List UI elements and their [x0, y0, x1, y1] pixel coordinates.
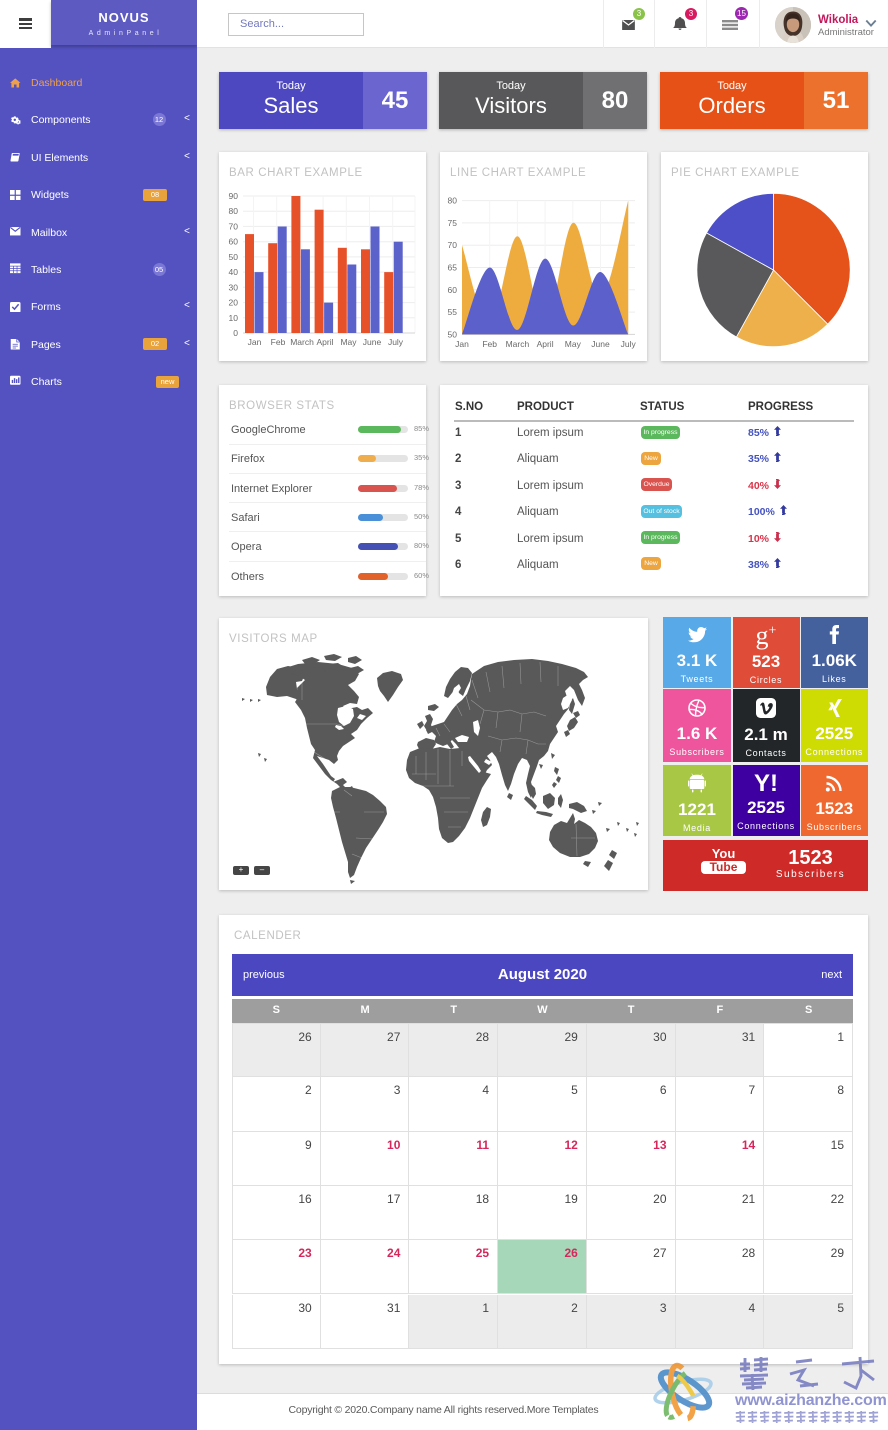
svg-text:65: 65 — [448, 263, 458, 273]
svg-text:50: 50 — [229, 252, 239, 262]
svg-text:June: June — [363, 337, 382, 347]
svg-text:80: 80 — [229, 206, 239, 216]
svg-text:60: 60 — [229, 237, 239, 247]
svg-text:60: 60 — [448, 285, 458, 295]
svg-text:50: 50 — [448, 329, 458, 339]
svg-text:March: March — [506, 339, 530, 349]
svg-text:0: 0 — [233, 328, 238, 338]
svg-text:55: 55 — [448, 307, 458, 317]
svg-text:July: July — [388, 337, 404, 347]
svg-text:May: May — [565, 339, 582, 349]
svg-text:Feb: Feb — [271, 337, 286, 347]
svg-text:April: April — [537, 339, 554, 349]
svg-text:April: April — [316, 337, 333, 347]
svg-text:70: 70 — [448, 240, 458, 250]
svg-text:May: May — [340, 337, 357, 347]
svg-text:75: 75 — [448, 218, 458, 228]
svg-text:80: 80 — [448, 196, 458, 206]
svg-text:Jan: Jan — [455, 339, 469, 349]
svg-text:70: 70 — [229, 221, 239, 231]
svg-text:June: June — [591, 339, 610, 349]
svg-text:March: March — [290, 337, 314, 347]
svg-text:10: 10 — [229, 313, 239, 323]
svg-text:Jan: Jan — [248, 337, 262, 347]
svg-text:30: 30 — [229, 282, 239, 292]
svg-text:90: 90 — [229, 191, 239, 201]
svg-text:40: 40 — [229, 267, 239, 277]
svg-text:July: July — [621, 339, 637, 349]
svg-text:Feb: Feb — [482, 339, 497, 349]
svg-text:20: 20 — [229, 298, 239, 308]
